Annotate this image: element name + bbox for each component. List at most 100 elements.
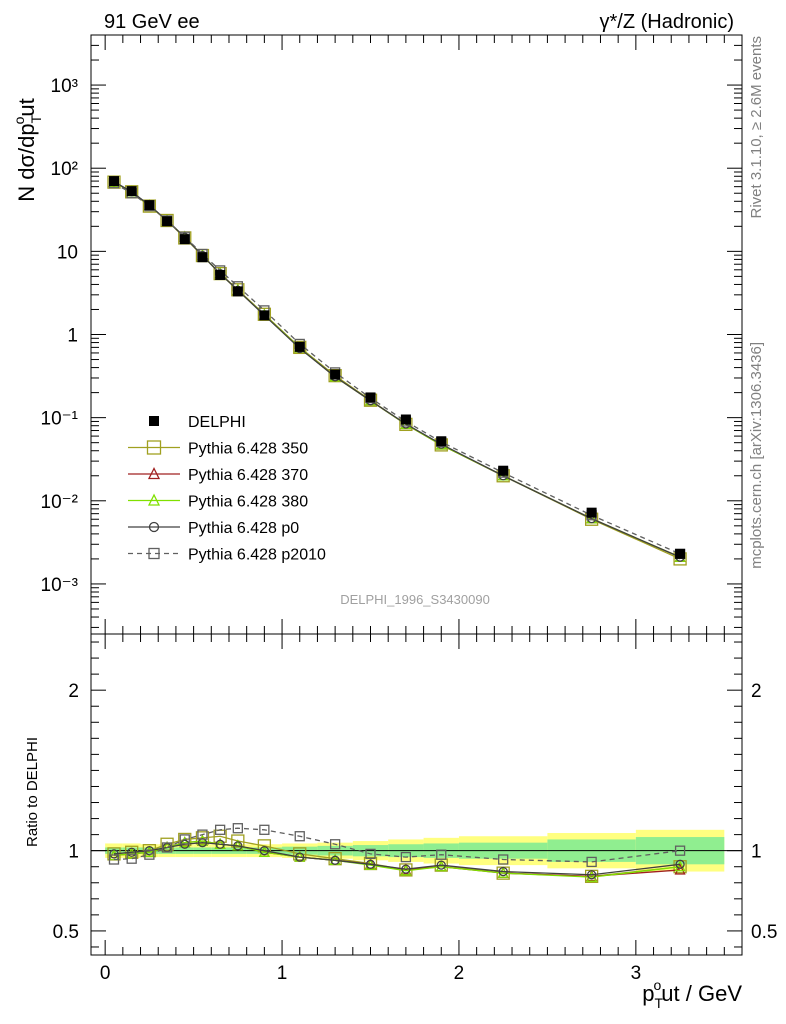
main-y-tick-label: 10⁻³: [41, 575, 79, 596]
ratio-point: [258, 845, 270, 857]
data-point: [675, 548, 686, 559]
legend-marker: [147, 493, 161, 506]
ratio-y-tick-label: 0.5: [53, 922, 79, 943]
svg-text:pTout / GeV: pTout / GeV: [642, 977, 742, 1011]
ratio-point: [195, 831, 210, 845]
legend-entry: Pythia 6.428 p2010: [128, 547, 326, 564]
legend-entry: DELPHI: [149, 414, 246, 431]
ratio-point: [498, 866, 508, 877]
ratio-point: [127, 847, 137, 857]
ratio-point: [586, 870, 597, 880]
main-plot-frame: [90, 34, 743, 635]
ratio-y-tick-label-right: 2: [751, 681, 762, 702]
legend-label: Pythia 6.428 p0: [188, 520, 299, 537]
ratio-y-tick-label-right: 0.5: [751, 922, 777, 943]
ratio-point: [179, 836, 191, 848]
data-point: [365, 392, 376, 403]
ratio-point: [160, 837, 174, 851]
ratio-point: [196, 834, 208, 846]
ratio-point: [179, 834, 190, 845]
ratio-point: [215, 839, 225, 849]
series-layer: [107, 175, 687, 884]
legend-entry: Pythia 6.428 p0: [128, 520, 299, 537]
ratio-point: [143, 845, 155, 857]
ratio-y-tick-label: 1: [68, 842, 79, 863]
series-line: [113, 182, 681, 555]
main-y-axis-label: N dσ/dpTout: [11, 98, 44, 202]
legend-entry: Pythia 6.428 370: [128, 467, 308, 484]
legend-label: Pythia 6.428 350: [188, 441, 308, 458]
ratio-point: [436, 860, 446, 870]
legend-label: Pythia 6.428 380: [188, 494, 308, 511]
ratio-line: [113, 841, 681, 876]
rivet-label: Rivet 3.1.10, ≥ 2.6M events: [748, 36, 765, 219]
ratio-point: [330, 855, 340, 865]
ratio-point: [161, 842, 173, 853]
ratio-point: [232, 823, 243, 834]
header-left: 91 GeV ee: [104, 11, 200, 33]
main-y-tick-label: 10⁻¹: [41, 409, 79, 430]
ratio-point: [400, 851, 412, 863]
mcplots-label: mcplots.cern.ch [arXiv:1306.3436]: [748, 342, 765, 569]
watermark: DELPHI_1996_S3430090: [340, 592, 490, 607]
ratio-point: [365, 859, 376, 869]
ratio-point: [498, 854, 509, 865]
ratio-point: [259, 824, 270, 835]
x-tick-label: 1: [277, 963, 288, 984]
ratio-point: [144, 849, 155, 860]
ratio-point: [294, 831, 305, 842]
ratio-point: [436, 849, 447, 860]
legend-entry: Pythia 6.428 380: [128, 494, 308, 511]
ratio-point: [295, 852, 305, 862]
data-point: [215, 269, 226, 280]
main-y-tick-label: 10: [57, 242, 78, 263]
ratio-y-tick-label: 2: [68, 681, 79, 702]
ratio-point: [674, 863, 686, 875]
data-point: [436, 436, 447, 447]
main-series: [108, 176, 686, 559]
ratio-point: [126, 853, 137, 864]
ratio-point: [259, 846, 270, 856]
ratio-point: [401, 864, 411, 874]
svg-text:N dσ/dpTout: N dσ/dpTout: [11, 98, 44, 202]
data-point: [179, 234, 190, 245]
data-point: [330, 369, 341, 380]
legend-label: DELPHI: [188, 414, 246, 431]
series-point: [293, 340, 307, 355]
ratio-point: [674, 845, 686, 856]
data-point: [108, 176, 119, 187]
ratio-plot-frame: [90, 633, 743, 956]
ratio-point: [293, 847, 307, 861]
ratio-y-axis-label: Ratio to DELPHI: [24, 737, 41, 847]
ratio-series: [109, 838, 685, 880]
legend-marker: [146, 440, 162, 455]
x-axis-label: pTout / GeV: [642, 977, 742, 1011]
ratio-point: [233, 841, 243, 851]
ratio-point: [329, 839, 341, 850]
legend-label: Pythia 6.428 p2010: [188, 547, 326, 564]
data-point: [144, 200, 155, 211]
main-y-tick-label: 10²: [51, 159, 78, 180]
ratio-point: [197, 829, 208, 840]
data-point: [294, 341, 305, 352]
ratio-point: [586, 870, 598, 882]
ratio-point: [365, 848, 376, 860]
ratio-line: [113, 827, 681, 863]
legend-marker: [149, 416, 159, 426]
ratio-series: [108, 823, 686, 868]
main-y-tick-label: 1: [67, 326, 78, 347]
x-tick-label: 3: [631, 963, 642, 984]
ratio-point: [435, 860, 447, 872]
data-point: [197, 252, 208, 263]
ratio-point: [108, 854, 120, 865]
ratio-point: [178, 832, 192, 847]
legend-entry: Pythia 6.428 350: [128, 440, 308, 458]
data-point: [586, 507, 597, 518]
ratio-point: [109, 849, 119, 859]
ratio-point: [675, 859, 685, 869]
legend-label: Pythia 6.428 370: [188, 467, 308, 484]
main-y-tick-label: 10³: [51, 76, 78, 97]
x-tick-label: 2: [454, 963, 465, 984]
ratio-point: [231, 834, 245, 848]
legend: DELPHI Pythia 6.428 350 Pythia 6.428 370 Py…: [128, 414, 326, 564]
